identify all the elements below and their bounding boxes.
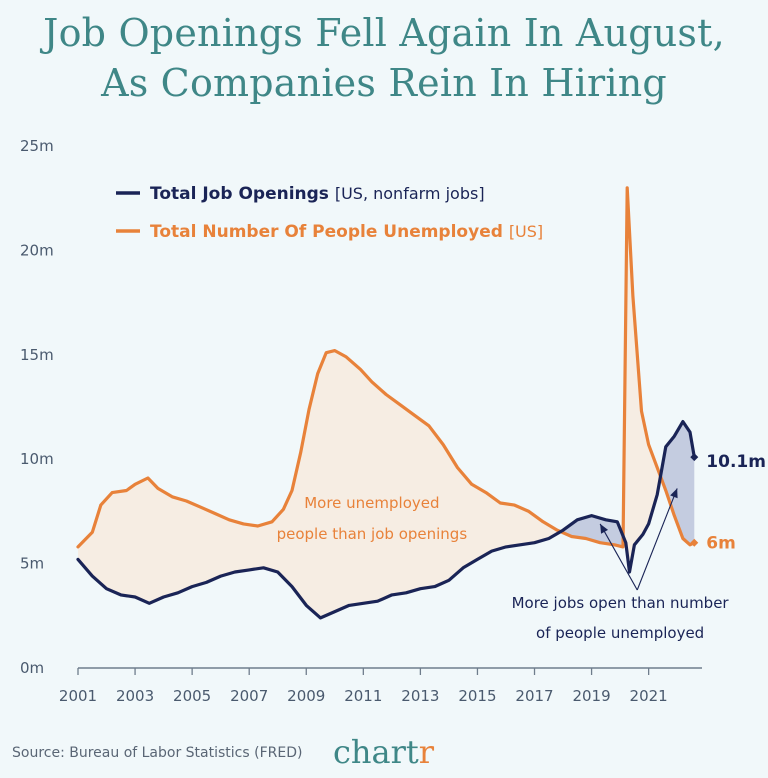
y-tick-label-15m: 15m xyxy=(20,346,54,364)
annotation-arrow-2019-head xyxy=(600,523,609,534)
x-tick-label-2017: 2017 xyxy=(515,687,553,705)
title-line-2: As Companies Rein In Hiring xyxy=(101,61,667,105)
y-tick-label-5m: 5m xyxy=(20,555,44,573)
y-tick-label-10m: 10m xyxy=(20,450,54,468)
x-tick-label-2011: 2011 xyxy=(344,687,382,705)
y-tick-label-25m: 25m xyxy=(20,137,54,155)
logo-accent: r xyxy=(418,733,435,771)
x-tick-label-2015: 2015 xyxy=(458,687,496,705)
annotation-openings-line-1: More jobs open than number xyxy=(512,594,730,612)
x-tick-label-2009: 2009 xyxy=(287,687,325,705)
annotation-arrow-2022-head xyxy=(670,488,678,499)
x-tick-label-2003: 2003 xyxy=(116,687,154,705)
chart-area: 2001 2003 2005 2007 2009 2011 2013 2015 2017 2019… xyxy=(20,137,766,705)
gap-fill-openings-exceed xyxy=(560,515,623,547)
annotation-unemployed-line-2: people than job openings xyxy=(277,525,468,543)
end-marker-job-openings xyxy=(690,453,699,462)
annotation-openings-line-2: of people unemployed xyxy=(536,624,704,642)
end-label-job-openings: 10.1m xyxy=(706,452,766,472)
end-label-unemployed: 6m xyxy=(706,534,736,554)
x-tick-label-2021: 2021 xyxy=(630,687,668,705)
series-line-job-openings xyxy=(76,420,696,620)
annotation-arrow-2022 xyxy=(636,488,678,591)
chart-title: Job Openings Fell Again In August, As Co… xyxy=(0,8,768,108)
gap-fill-unemployed-exceed xyxy=(78,350,561,618)
title-line-1: Job Openings Fell Again In August, xyxy=(43,11,725,55)
logo-main: chart xyxy=(333,733,419,771)
x-tick-label-2005: 2005 xyxy=(173,687,211,705)
x-tick-label-2007: 2007 xyxy=(230,687,268,705)
x-tick-label-2013: 2013 xyxy=(401,687,439,705)
legend-label-unemployed: Total Number Of People Unemployed [US] xyxy=(150,222,543,242)
gap-fill-unemployed-exceed xyxy=(623,193,661,571)
source-note: Source: Bureau of Labor Statistics (FRED… xyxy=(12,745,303,761)
y-tick-label-20m: 20m xyxy=(20,241,54,259)
annotation-arrow-2019 xyxy=(599,523,638,591)
annotation-unemployed-line-1: More unemployed xyxy=(304,494,439,512)
x-tick-label-2019: 2019 xyxy=(572,687,610,705)
series-line-unemployed xyxy=(76,186,696,549)
y-tick-label-0m: 0m xyxy=(20,659,44,677)
brand-logo: chartr xyxy=(333,733,434,771)
end-marker-unemployed xyxy=(690,538,699,547)
legend-label-job-openings: Total Job Openings [US, nonfarm jobs] xyxy=(150,184,485,204)
gap-fill-openings-exceed xyxy=(660,421,695,545)
x-tick-label-2001: 2001 xyxy=(59,687,97,705)
